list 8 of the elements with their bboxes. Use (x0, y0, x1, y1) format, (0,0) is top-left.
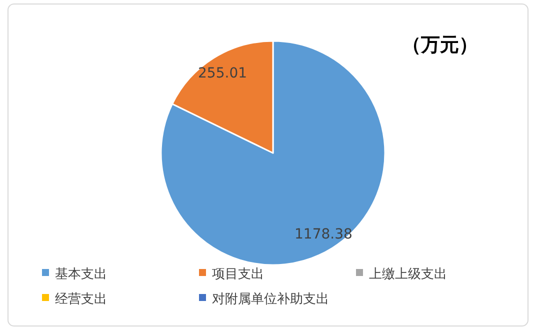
pie-slice (160, 40, 386, 266)
legend-label: 对附属单位补助支出 (212, 292, 329, 307)
chart-title: （万元） (402, 34, 478, 56)
data-label: 255.01 (198, 65, 248, 82)
legend-label: 基本支出 (55, 267, 107, 282)
legend-label: 项目支出 (212, 267, 264, 282)
legend-label: 上缴上级支出 (369, 267, 447, 282)
legend-label: 经营支出 (55, 292, 107, 307)
